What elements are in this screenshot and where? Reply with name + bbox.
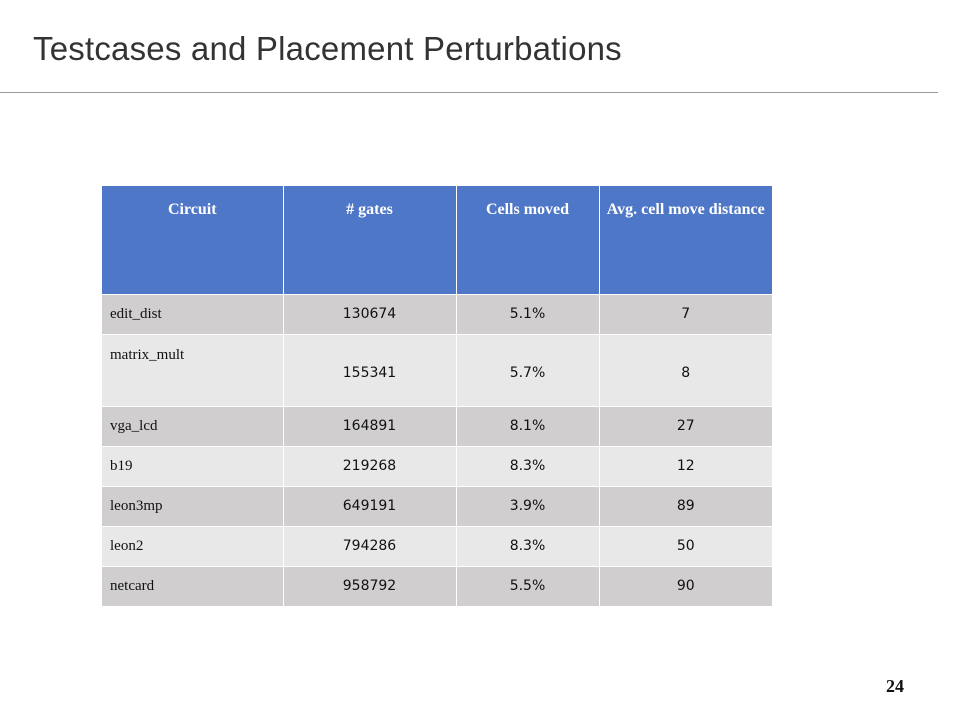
table-row: b19 219268 8.3% 12 — [102, 445, 772, 486]
circuit-name: matrix_mult — [102, 333, 284, 406]
circuit-name: b19 — [102, 445, 284, 486]
gate-count: 130674 — [283, 293, 457, 334]
gate-count: 958792 — [283, 565, 457, 606]
avg-move-distance: 8 — [599, 333, 772, 406]
cells-moved: 5.7% — [456, 333, 600, 406]
table-header-row: Circuit # gates Cells moved Avg. cell mo… — [102, 186, 772, 294]
header-circuit: Circuit — [102, 186, 284, 294]
circuit-name: netcard — [102, 565, 284, 606]
gate-count: 155341 — [283, 333, 457, 406]
cells-moved: 3.9% — [456, 485, 600, 526]
circuit-name: leon2 — [102, 525, 284, 566]
avg-move-distance: 90 — [599, 565, 772, 606]
table-row: leon2 794286 8.3% 50 — [102, 525, 772, 566]
cells-moved: 8.3% — [456, 525, 600, 566]
avg-move-distance: 27 — [599, 405, 772, 446]
page-number: 24 — [886, 676, 904, 696]
header-avg-move-distance: Avg. cell move distance — [599, 186, 772, 294]
gate-count: 219268 — [283, 445, 457, 486]
circuit-name: vga_lcd — [102, 405, 284, 446]
cells-moved: 5.5% — [456, 565, 600, 606]
cells-moved: 8.1% — [456, 405, 600, 446]
table-row: matrix_mult 155341 5.7% 8 — [102, 333, 772, 406]
circuit-name: leon3mp — [102, 485, 284, 526]
cells-moved: 5.1% — [456, 293, 600, 334]
avg-move-distance: 12 — [599, 445, 772, 486]
circuit-name: edit_dist — [102, 293, 284, 334]
title-divider — [0, 92, 938, 93]
avg-move-distance: 50 — [599, 525, 772, 566]
header-cells-moved: Cells moved — [456, 186, 600, 294]
table-row: vga_lcd 164891 8.1% 27 — [102, 405, 772, 446]
gate-count: 649191 — [283, 485, 457, 526]
avg-move-distance: 89 — [599, 485, 772, 526]
header-gates: # gates — [283, 186, 457, 294]
avg-move-distance: 7 — [599, 293, 772, 334]
testcase-table: Circuit # gates Cells moved Avg. cell mo… — [102, 186, 772, 606]
table-row: leon3mp 649191 3.9% 89 — [102, 485, 772, 526]
slide-title: Testcases and Placement Perturbations — [33, 30, 622, 67]
cells-moved: 8.3% — [456, 445, 600, 486]
table-row: netcard 958792 5.5% 90 — [102, 565, 772, 606]
table-row: edit_dist 130674 5.1% 7 — [102, 293, 772, 334]
gate-count: 794286 — [283, 525, 457, 566]
gate-count: 164891 — [283, 405, 457, 446]
